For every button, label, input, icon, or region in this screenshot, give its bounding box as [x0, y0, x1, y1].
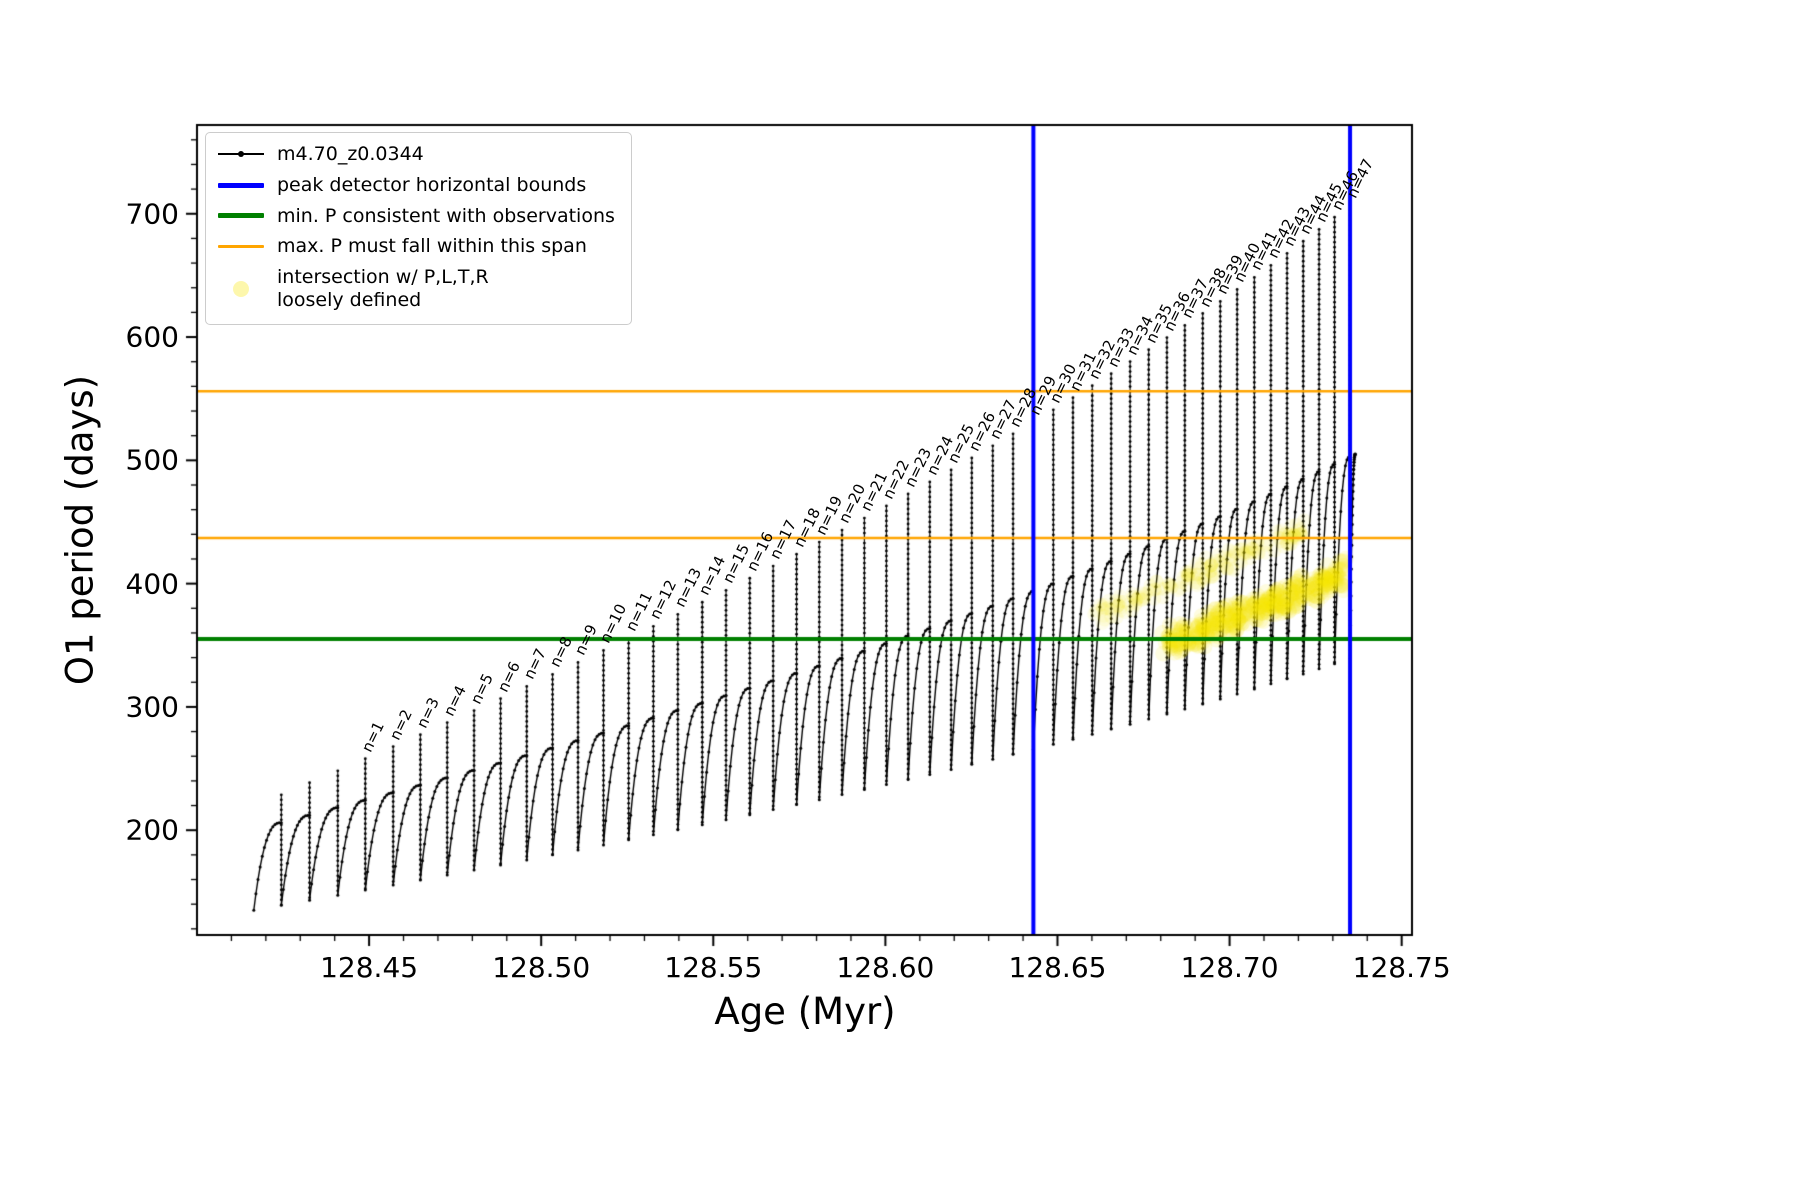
legend-entry-series: m4.70_z0.0344: [218, 143, 615, 166]
legend-label: max. P must fall within this span: [277, 235, 587, 258]
blue-line-icon: [218, 182, 264, 188]
x-tick-label: 128.65: [1008, 951, 1107, 984]
peak-annotation: n=2: [386, 706, 417, 743]
y-tick-label: 200: [125, 813, 179, 847]
y-axis-label: O1 period (days): [58, 374, 102, 686]
legend-entry-min-p: min. P consistent with observations: [218, 205, 615, 228]
green-line-icon: [218, 213, 264, 219]
y-tick-label: 300: [125, 690, 179, 724]
peak-annotation: n=8: [545, 634, 576, 671]
x-tick-label: 128.70: [1180, 951, 1279, 984]
x-tick-label: 128.60: [836, 951, 935, 984]
x-tick-label: 128.50: [492, 951, 591, 984]
legend: m4.70_z0.0344 peak detector horizontal b…: [205, 132, 632, 325]
legend-entry-intersection: intersection w/ P,L,T,R loosely defined: [218, 266, 615, 312]
peak-annotation: n=3: [413, 694, 444, 731]
orange-line-icon: [218, 245, 264, 249]
peak-annotation: n=5: [466, 670, 498, 707]
peak-annotation: n=9: [570, 622, 601, 659]
peak-annotation: n=7: [519, 646, 550, 683]
legend-label-line2: loosely defined: [277, 288, 422, 311]
legend-label: m4.70_z0.0344: [277, 143, 424, 165]
x-tick-label: 128.55: [664, 951, 763, 984]
legend-label: peak detector horizontal bounds: [277, 173, 587, 196]
y-tick-label: 400: [125, 567, 179, 601]
legend-label: min. P consistent with observations: [277, 204, 615, 227]
legend-entry-max-p: max. P must fall within this span: [218, 235, 615, 258]
yellow-dot-icon: [218, 280, 264, 297]
legend-label: intersection w/ P,L,T,R: [277, 266, 489, 289]
line-dot-marker-icon: [218, 151, 264, 158]
x-tick-label: 128.75: [1352, 951, 1451, 984]
peak-annotation: n=6: [493, 658, 524, 695]
x-tick-label: 128.45: [320, 951, 419, 984]
peak-annotation: n=4: [440, 682, 471, 719]
x-axis-label: Age (Myr): [714, 990, 896, 1033]
legend-entry-peak-bounds: peak detector horizontal bounds: [218, 174, 615, 197]
y-tick-label: 600: [125, 320, 179, 354]
y-tick-label: 500: [125, 443, 179, 477]
y-tick-label: 700: [125, 197, 179, 231]
peak-annotation: n=1: [358, 718, 389, 755]
